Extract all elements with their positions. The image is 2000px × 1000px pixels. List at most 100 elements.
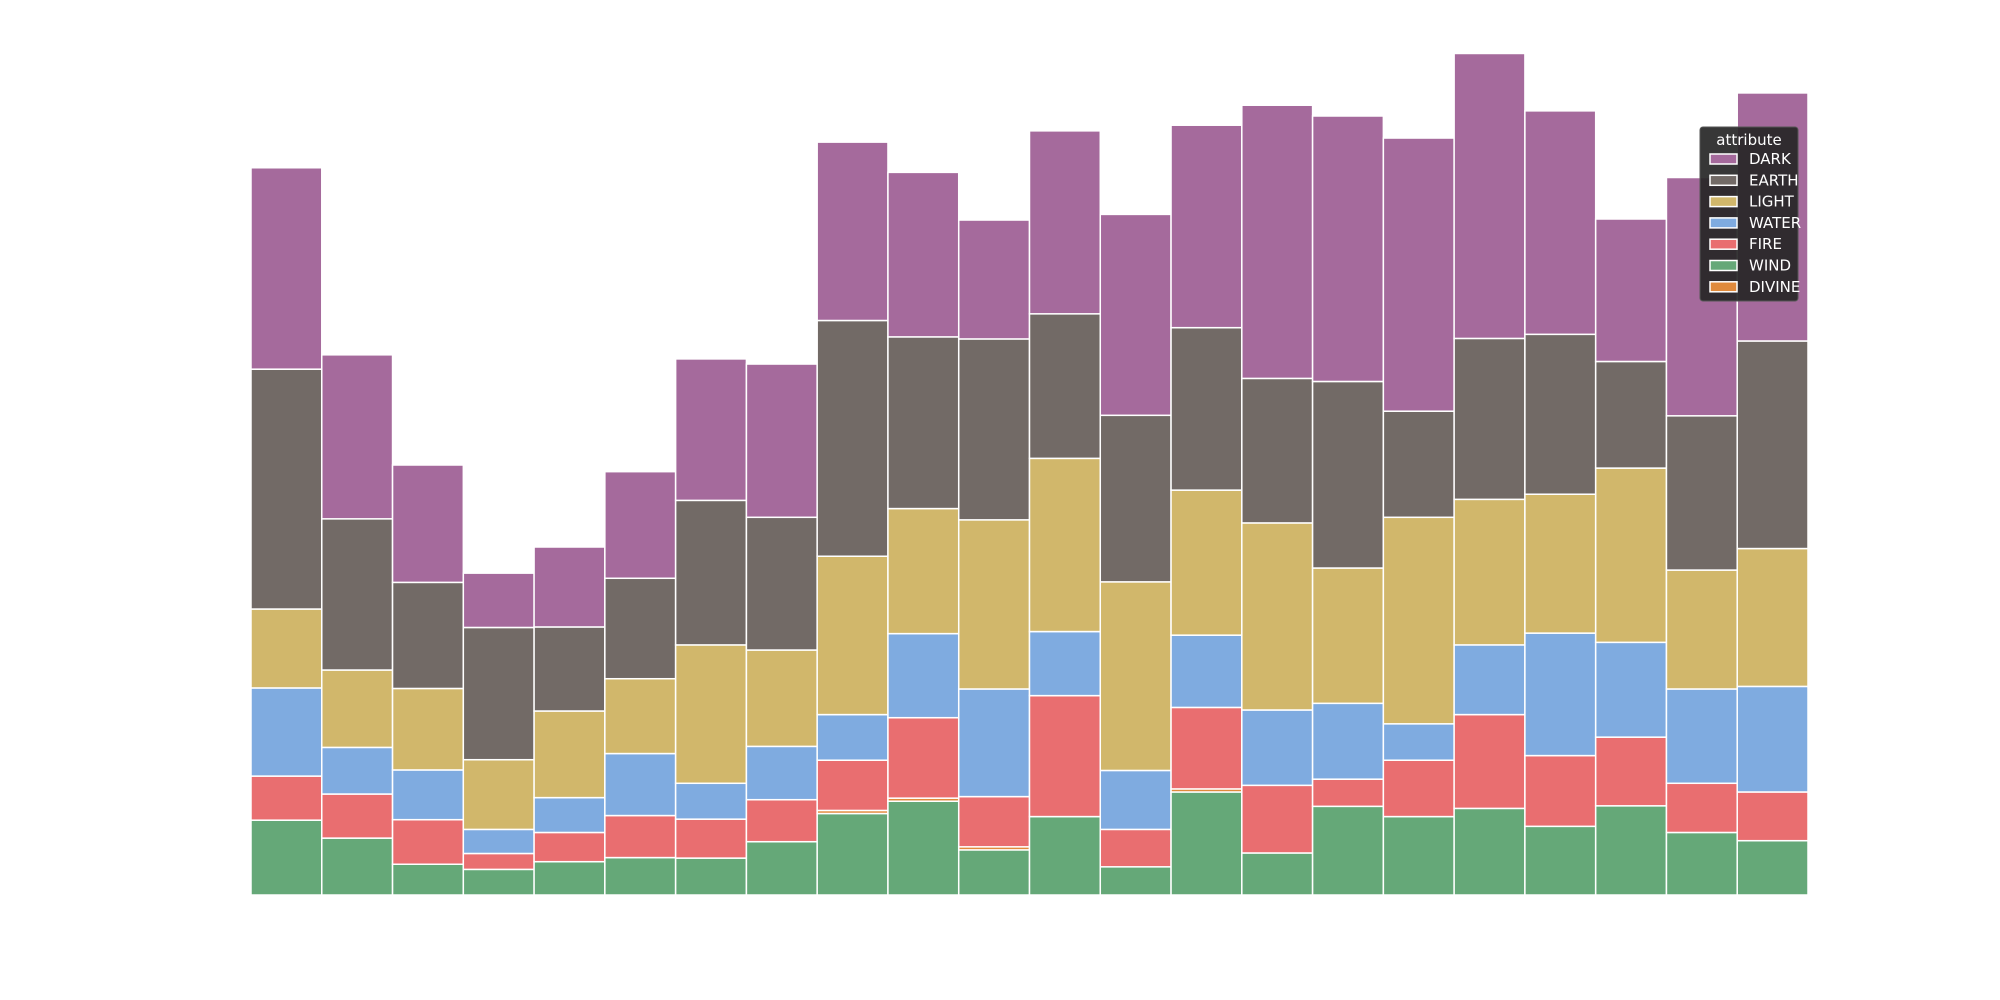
- bar-light-19: [1524, 493, 1597, 634]
- bar-fire-15: [1241, 784, 1314, 854]
- legend-label-fire: FIRE: [1749, 235, 1782, 253]
- bar-light-22: [1736, 547, 1809, 688]
- bar-dark-2: [321, 354, 394, 520]
- legend-entries: DARK EARTH LIGHT WATER FIRE WIND DIVINE: [1709, 150, 1801, 296]
- bar-wind-19: [1524, 825, 1597, 896]
- bar-fire-13: [1099, 828, 1172, 868]
- bar-dark-18: [1453, 52, 1526, 340]
- bar-wind-16: [1311, 805, 1385, 896]
- bar-light-11: [957, 519, 1031, 690]
- bar-earth-7: [674, 499, 748, 646]
- bar-fire-5: [533, 831, 606, 863]
- bar-dark-16: [1311, 115, 1385, 383]
- legend-title: attribute: [1716, 131, 1781, 149]
- legend-swatch-earth: [1709, 174, 1738, 187]
- bar-wind-17: [1382, 815, 1455, 896]
- legend-label-wind: WIND: [1749, 257, 1791, 275]
- bar-dark-19: [1524, 110, 1597, 336]
- legend-swatch-fire: [1709, 238, 1738, 250]
- bar-water-1: [250, 687, 323, 777]
- bar-light-10: [887, 507, 960, 635]
- bar-fire-2: [321, 793, 394, 839]
- bar-wind-10: [887, 800, 960, 896]
- bar-water-8: [745, 745, 818, 801]
- bar-light-15: [1241, 522, 1314, 711]
- bar-fire-6: [604, 814, 677, 859]
- bar-wind-13: [1099, 866, 1172, 896]
- bar-wind-4: [462, 868, 535, 896]
- bar-earth-14: [1170, 326, 1243, 491]
- bar-light-6: [604, 677, 677, 755]
- bar-earth-19: [1524, 333, 1597, 495]
- bar-fire-10: [887, 716, 960, 799]
- bar-earth-18: [1453, 337, 1526, 501]
- bar-earth-5: [533, 626, 606, 712]
- bar-dark-3: [391, 464, 465, 584]
- bar-wind-20: [1594, 805, 1668, 896]
- bar-water-15: [1241, 709, 1314, 787]
- bar-dark-20: [1594, 218, 1668, 363]
- bar-wind-11: [957, 849, 1031, 896]
- bar-fire-17: [1382, 759, 1455, 818]
- bar-water-12: [1028, 630, 1102, 697]
- bar-light-13: [1099, 581, 1172, 772]
- legend-swatch-divine: [1709, 281, 1738, 293]
- bar-earth-10: [887, 336, 960, 510]
- bar-earth-15: [1241, 377, 1314, 524]
- bar-water-13: [1099, 769, 1172, 831]
- bar-dark-4: [462, 572, 535, 629]
- bar-water-4: [462, 828, 535, 855]
- bar-dark-10: [887, 171, 960, 338]
- bar-earth-1: [250, 368, 323, 610]
- bar-earth-3: [391, 581, 465, 690]
- bar-earth-4: [462, 626, 535, 761]
- bar-earth-13: [1099, 414, 1172, 583]
- bar-dark-7: [674, 358, 748, 502]
- bar-water-6: [604, 752, 677, 817]
- bar-earth-16: [1311, 380, 1385, 569]
- bar-earth-20: [1594, 360, 1668, 469]
- bar-wind-5: [533, 860, 606, 896]
- bar-wind-6: [604, 856, 677, 896]
- bar-water-7: [674, 782, 748, 820]
- bar-light-14: [1170, 489, 1243, 636]
- bar-dark-15: [1241, 104, 1314, 380]
- bar-wind-1: [250, 819, 323, 896]
- bar-fire-14: [1170, 706, 1243, 790]
- legend-label-water: WATER: [1749, 214, 1801, 232]
- bar-earth-11: [957, 338, 1031, 521]
- bar-dark-6: [604, 470, 677, 580]
- bar-light-2: [321, 669, 394, 749]
- bar-light-5: [533, 710, 606, 799]
- bar-dark-1: [250, 167, 323, 370]
- bar-earth-9: [816, 319, 889, 557]
- bar-light-12: [1028, 457, 1102, 633]
- bar-water-10: [887, 632, 960, 719]
- bar-wind-7: [674, 857, 748, 896]
- bar-light-20: [1594, 467, 1668, 644]
- bar-wind-14: [1170, 791, 1243, 896]
- bar-dark-8: [745, 363, 818, 519]
- bar-earth-21: [1665, 415, 1738, 571]
- bar-light-7: [674, 644, 748, 785]
- bar-water-16: [1311, 702, 1385, 780]
- bar-earth-8: [745, 516, 818, 651]
- bar-wind-2: [321, 837, 394, 896]
- bar-water-20: [1594, 641, 1668, 738]
- bar-fire-8: [745, 798, 818, 843]
- bar-dark-5: [533, 546, 606, 628]
- bar-fire-7: [674, 818, 748, 859]
- bar-light-17: [1382, 516, 1455, 725]
- bar-light-21: [1665, 569, 1738, 690]
- legend-swatch-wind: [1709, 259, 1738, 272]
- bar-water-19: [1524, 632, 1597, 757]
- bar-dark-12: [1028, 130, 1102, 315]
- bar-water-2: [321, 746, 394, 795]
- bar-dark-13: [1099, 213, 1172, 417]
- bar-earth-2: [321, 518, 394, 671]
- bar-wind-3: [391, 863, 465, 896]
- legend-swatch-water: [1709, 217, 1738, 229]
- bar-water-17: [1382, 723, 1455, 761]
- bar-water-22: [1736, 685, 1809, 793]
